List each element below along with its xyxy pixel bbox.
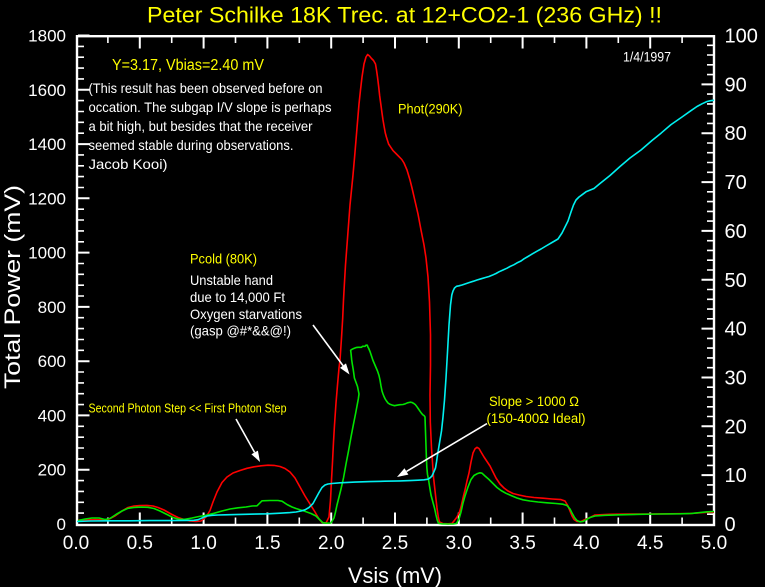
svg-text:Jacob Kooi): Jacob Kooi): [89, 156, 168, 172]
svg-text:a bit high, but besides that t: a bit high, but besides that the receive…: [89, 118, 313, 134]
svg-text:Peter Schilke 18K Trec. at 12+: Peter Schilke 18K Trec. at 12+CO2-1 (236…: [147, 2, 662, 27]
svg-text:5.0: 5.0: [701, 533, 727, 554]
svg-text:600: 600: [38, 352, 66, 371]
svg-text:1/4/1997: 1/4/1997: [623, 49, 671, 65]
svg-text:Second Photon Step << First Ph: Second Photon Step << First Photon Step: [89, 402, 287, 416]
svg-text:50: 50: [725, 270, 747, 292]
svg-text:Vsis (mV): Vsis (mV): [348, 563, 442, 587]
svg-text:(This result has been observed: (This result has been observed before on: [89, 80, 323, 96]
svg-text:800: 800: [38, 298, 66, 317]
svg-text:70: 70: [725, 172, 747, 194]
svg-text:0: 0: [57, 515, 66, 534]
svg-text:0: 0: [725, 514, 736, 536]
svg-text:Slope > 1000 Ω: Slope > 1000 Ω: [489, 394, 579, 409]
svg-text:10: 10: [725, 465, 747, 487]
svg-text:1800: 1800: [28, 27, 66, 46]
svg-text:2.5: 2.5: [382, 533, 408, 554]
svg-text:(150-400Ω Ideal): (150-400Ω Ideal): [487, 411, 586, 426]
svg-text:100: 100: [725, 26, 758, 48]
svg-text:1600: 1600: [28, 81, 66, 100]
svg-text:200: 200: [38, 461, 66, 480]
svg-text:1200: 1200: [28, 189, 66, 208]
svg-text:Total Power (mV): Total Power (mV): [0, 185, 25, 389]
svg-text:Y=3.17, Vbias=2.40 mV: Y=3.17, Vbias=2.40 mV: [112, 57, 265, 74]
svg-text:1.5: 1.5: [254, 533, 280, 554]
svg-text:30: 30: [725, 367, 747, 389]
svg-text:3.5: 3.5: [509, 533, 535, 554]
svg-text:Pcold (80K): Pcold (80K): [190, 252, 257, 267]
svg-text:4.5: 4.5: [637, 533, 663, 554]
svg-text:1400: 1400: [28, 135, 66, 154]
svg-text:4.0: 4.0: [573, 533, 599, 554]
svg-text:1.0: 1.0: [190, 533, 216, 554]
svg-text:90: 90: [725, 74, 747, 96]
svg-text:400: 400: [38, 406, 66, 425]
svg-text:0.5: 0.5: [127, 533, 153, 554]
svg-text:Oxygen starvations: Oxygen starvations: [190, 306, 302, 322]
svg-text:1000: 1000: [28, 244, 66, 263]
svg-text:0.0: 0.0: [63, 533, 89, 554]
svg-text:(gasp @#*&&@!): (gasp @#*&&@!): [190, 323, 291, 339]
svg-text:20: 20: [725, 416, 747, 438]
svg-text:occation. The subgap I/V slope: occation. The subgap I/V slope is perhap…: [89, 99, 332, 115]
svg-text:40: 40: [725, 319, 747, 341]
svg-text:Phot(290K): Phot(290K): [398, 102, 463, 117]
svg-text:due to 14,000 Ft: due to 14,000 Ft: [190, 289, 285, 305]
svg-text:60: 60: [725, 221, 747, 243]
svg-text:seemed stable during observati: seemed stable during observations.: [89, 137, 294, 153]
svg-text:2.0: 2.0: [318, 533, 344, 554]
svg-text:Unstable hand: Unstable hand: [190, 272, 273, 288]
svg-text:80: 80: [725, 123, 747, 145]
svg-text:3.0: 3.0: [446, 533, 472, 554]
